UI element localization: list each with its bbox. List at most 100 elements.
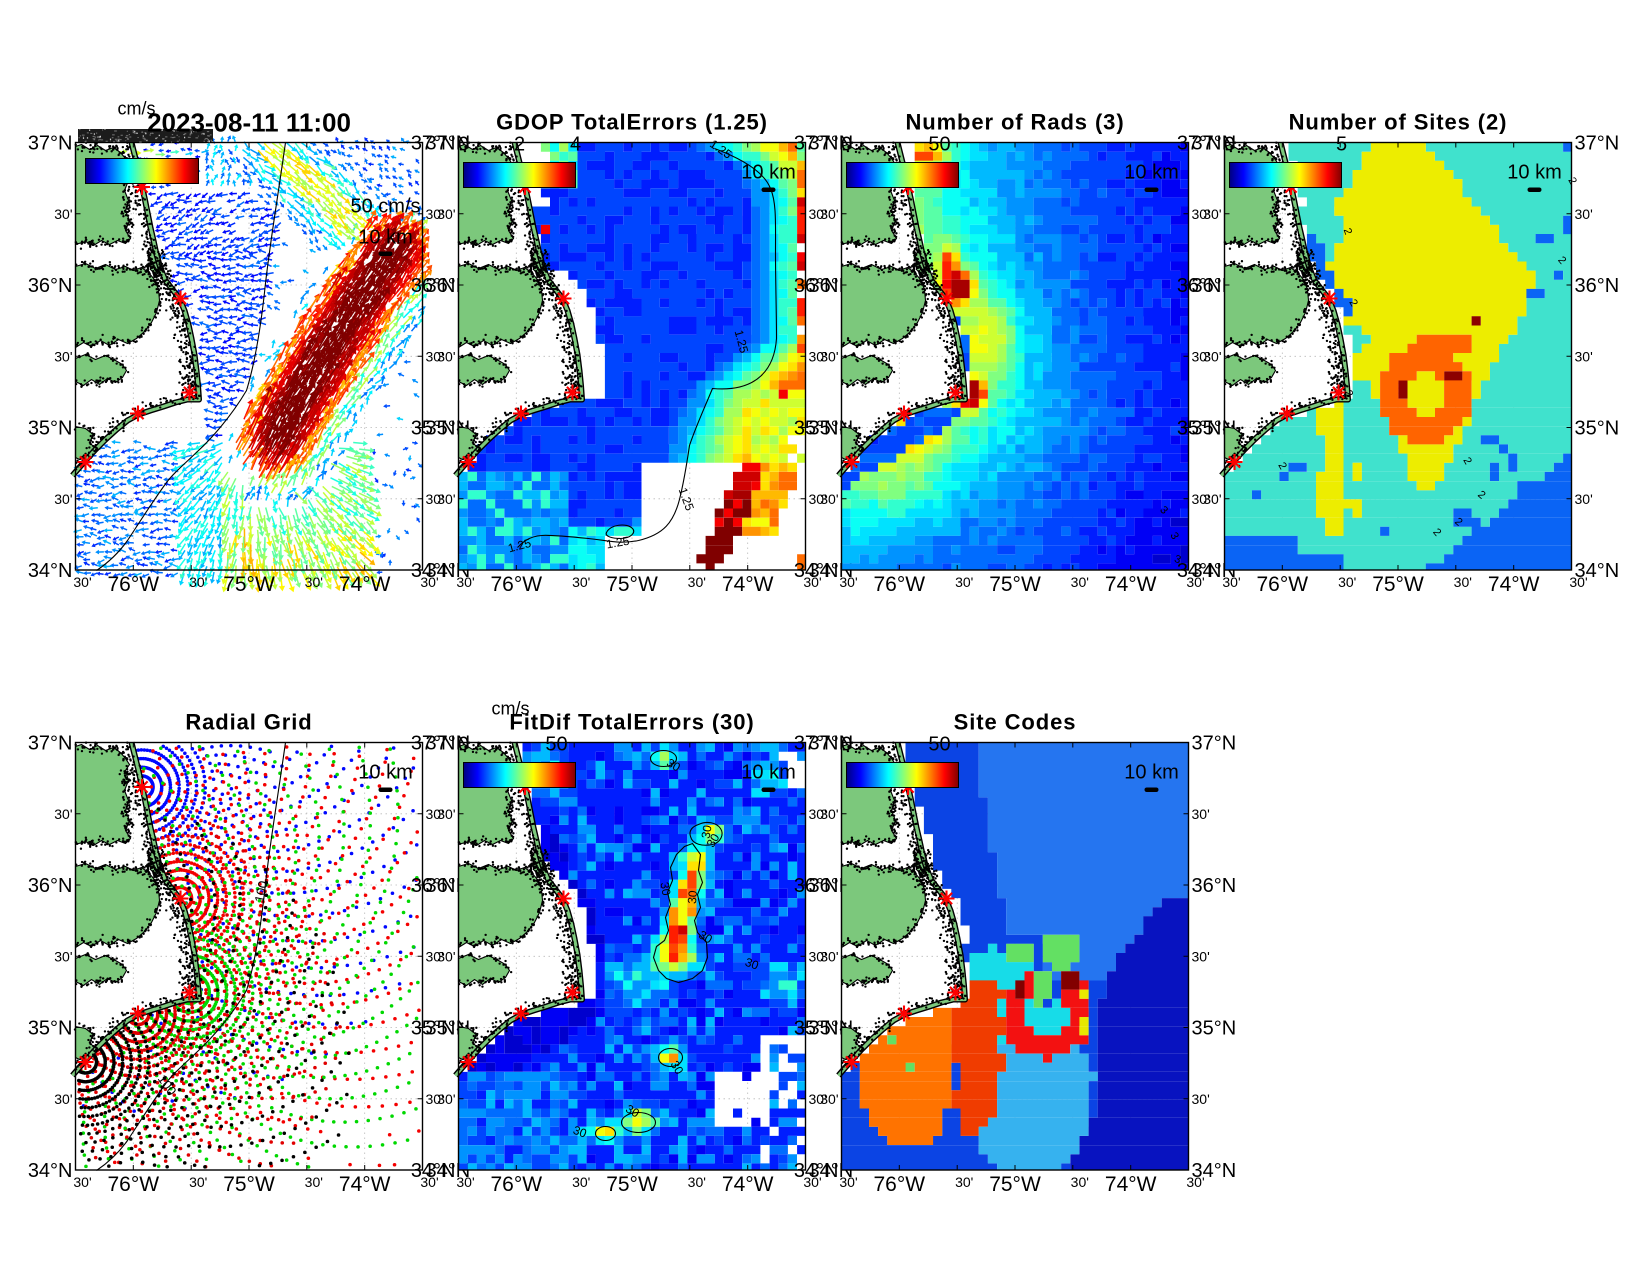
svg-text:30': 30' [426, 1091, 444, 1107]
svg-text:30': 30' [803, 574, 821, 590]
svg-text:76°W: 76°W [108, 573, 160, 596]
svg-text:34°N: 34°N [1192, 1160, 1237, 1182]
svg-text:30': 30' [54, 806, 72, 822]
svg-text:36°N: 36°N [411, 275, 456, 297]
svg-text:30': 30' [1192, 1091, 1210, 1107]
svg-text:30': 30' [1192, 491, 1210, 507]
svg-text:30': 30' [803, 1174, 821, 1190]
svg-text:30': 30' [437, 948, 455, 964]
svg-text:FitDif TotalErrors (30): FitDif TotalErrors (30) [509, 710, 754, 735]
svg-text:30: 30 [657, 881, 673, 897]
svg-text:75°W: 75°W [606, 573, 658, 596]
svg-text:35°N: 35°N [794, 418, 839, 440]
svg-text:37°N: 37°N [411, 733, 456, 755]
svg-text:50: 50 [928, 734, 950, 756]
svg-text:76°W: 76°W [491, 1173, 543, 1196]
svg-text:30': 30' [420, 1174, 438, 1190]
svg-text:30': 30' [820, 491, 838, 507]
svg-text:76°W: 76°W [874, 573, 926, 596]
svg-text:74°W: 74°W [722, 573, 774, 596]
svg-text:30': 30' [305, 1174, 323, 1190]
svg-text:76°W: 76°W [874, 1173, 926, 1196]
svg-text:75°W: 75°W [223, 1173, 275, 1196]
svg-text:30': 30' [1071, 1174, 1089, 1190]
svg-text:36°N: 36°N [28, 275, 73, 297]
svg-text:34°N: 34°N [28, 560, 73, 582]
svg-text:0: 0 [841, 134, 852, 156]
svg-text:74°W: 74°W [339, 573, 391, 596]
svg-text:30': 30' [1192, 806, 1210, 822]
svg-text:76°W: 76°W [108, 1173, 160, 1196]
svg-text:35°N: 35°N [1575, 418, 1620, 440]
svg-text:30: 30 [664, 756, 683, 775]
svg-text:30': 30' [839, 574, 857, 590]
svg-text:0: 0 [458, 134, 469, 156]
svg-text:76°W: 76°W [491, 573, 543, 596]
svg-text:2: 2 [1342, 389, 1355, 399]
svg-text:30': 30' [1454, 574, 1472, 590]
svg-text:74°W: 74°W [1105, 573, 1157, 596]
svg-text:30': 30' [955, 1174, 973, 1190]
svg-text:30': 30' [1222, 574, 1240, 590]
svg-text:30': 30' [809, 806, 827, 822]
svg-text:36°N: 36°N [411, 875, 456, 897]
svg-text:30: 30 [571, 1123, 589, 1141]
svg-text:30': 30' [1575, 206, 1593, 222]
svg-text:30': 30' [820, 348, 838, 364]
svg-text:30': 30' [426, 806, 444, 822]
svg-text:30': 30' [73, 574, 91, 590]
svg-text:2: 2 [1346, 297, 1359, 308]
svg-text:36°N: 36°N [794, 875, 839, 897]
svg-text:35°N: 35°N [794, 1018, 839, 1040]
svg-text:30: 30 [696, 928, 715, 947]
svg-text:30': 30' [1203, 491, 1221, 507]
svg-text:50: 50 [545, 734, 567, 756]
svg-text:30': 30' [305, 574, 323, 590]
svg-text:Number of Sites (2): Number of Sites (2) [1289, 110, 1508, 135]
svg-text:35°N: 35°N [28, 1018, 73, 1040]
svg-text:30': 30' [955, 574, 973, 590]
svg-text:1.25: 1.25 [506, 536, 532, 556]
svg-text:74°W: 74°W [722, 1173, 774, 1196]
svg-text:30': 30' [820, 948, 838, 964]
svg-text:30': 30' [820, 206, 838, 222]
svg-text:10 km: 10 km [1124, 762, 1178, 784]
svg-text:30': 30' [1569, 574, 1587, 590]
svg-text:30': 30' [426, 491, 444, 507]
svg-text:30': 30' [1192, 348, 1210, 364]
svg-text:74°W: 74°W [1488, 573, 1540, 596]
svg-text:35°N: 35°N [1192, 1018, 1237, 1040]
svg-text:30': 30' [437, 806, 455, 822]
svg-text:30': 30' [1192, 206, 1210, 222]
svg-text:1.25: 1.25 [732, 328, 752, 354]
svg-text:0: 0 [1224, 134, 1235, 156]
svg-text:30: 30 [743, 955, 761, 973]
svg-text:36°N: 36°N [1192, 875, 1237, 897]
svg-text:37°N: 37°N [1177, 133, 1222, 155]
svg-text:10 km: 10 km [1124, 162, 1178, 184]
svg-text:35°N: 35°N [411, 1018, 456, 1040]
svg-text:30': 30' [54, 491, 72, 507]
svg-text:30': 30' [1186, 1174, 1204, 1190]
svg-text:34°N: 34°N [1177, 560, 1222, 582]
svg-text:4: 4 [570, 134, 581, 156]
svg-text:2023-08-11 11:00: 2023-08-11 11:00 [147, 108, 351, 138]
svg-text:30': 30' [1192, 948, 1210, 964]
svg-text:30': 30' [54, 348, 72, 364]
svg-text:2: 2 [514, 134, 525, 156]
svg-text:30: 30 [704, 831, 723, 850]
svg-text:10 km: 10 km [358, 762, 412, 784]
svg-text:76°W: 76°W [1257, 573, 1309, 596]
svg-text:74°W: 74°W [1105, 1173, 1157, 1196]
svg-text:30': 30' [688, 574, 706, 590]
svg-text:30': 30' [437, 491, 455, 507]
svg-text:34°N: 34°N [411, 1160, 456, 1182]
svg-text:10 km: 10 km [358, 227, 412, 249]
svg-text:75°W: 75°W [989, 573, 1041, 596]
svg-text:30': 30' [1575, 491, 1593, 507]
svg-text:30: 30 [685, 890, 700, 905]
svg-text:34°N: 34°N [1575, 560, 1620, 582]
svg-text:30': 30' [809, 206, 827, 222]
svg-text:2: 2 [1275, 460, 1288, 471]
svg-text:30': 30' [839, 1174, 857, 1190]
